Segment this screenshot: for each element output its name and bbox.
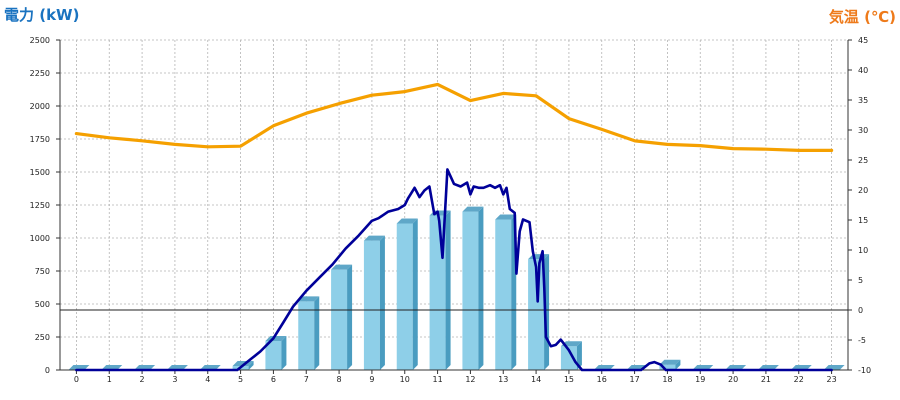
bar (265, 335, 287, 370)
x-tick-label: 13 (498, 375, 508, 384)
bar-front (659, 364, 676, 370)
right-axis-label: 気温 (℃) (829, 8, 896, 26)
x-tick-label: 17 (629, 375, 639, 384)
bar (659, 359, 681, 370)
bar-front (528, 259, 545, 370)
left-axis-label: 電力 (kW) (4, 6, 79, 24)
bar (298, 296, 320, 370)
left-tick-label: 1750 (30, 135, 50, 144)
x-tick-label: 2 (140, 375, 145, 384)
x-tick-label: 14 (531, 375, 541, 384)
left-tick-label: 250 (35, 333, 50, 342)
x-tick-label: 5 (238, 375, 243, 384)
temperature-line (74, 82, 834, 152)
x-tick-label: 6 (271, 375, 276, 384)
bar-top (659, 359, 681, 365)
left-tick-label: 500 (35, 300, 50, 309)
x-tick-label: 23 (826, 375, 836, 384)
x-tick-label: 15 (564, 375, 574, 384)
bar (495, 214, 517, 370)
right-tick-label: 40 (858, 66, 868, 75)
x-tick-label: 1 (107, 375, 112, 384)
bar-side (379, 235, 385, 370)
left-tick-label: 2500 (30, 36, 50, 45)
x-tick-label: 8 (337, 375, 342, 384)
x-tick-label: 9 (369, 375, 374, 384)
right-tick-label: 25 (858, 156, 868, 165)
right-tick-label: 10 (858, 246, 868, 255)
x-tick-label: 3 (172, 375, 177, 384)
right-tick-label: 0 (858, 306, 863, 315)
bar-front (298, 301, 315, 370)
power-bars (68, 206, 845, 370)
bar-side (314, 296, 320, 370)
bar-top (298, 296, 320, 302)
bar (462, 206, 484, 370)
series-lines (74, 82, 834, 372)
x-tick-label: 0 (74, 375, 79, 384)
x-tick-label: 12 (465, 375, 475, 384)
axes (56, 39, 852, 374)
bar-side (478, 206, 484, 370)
x-tick-label: 20 (728, 375, 738, 384)
left-tick-label: 1000 (30, 234, 50, 243)
bar (331, 264, 353, 370)
right-tick-label: 15 (858, 216, 868, 225)
bar-top (396, 218, 418, 224)
right-tick-label: -5 (858, 336, 866, 345)
x-tick-label: 16 (597, 375, 607, 384)
bar-front (495, 219, 512, 370)
bar-side (412, 218, 418, 370)
bar-front (462, 211, 479, 370)
bar-top (363, 235, 385, 241)
right-tick-label: 20 (858, 186, 868, 195)
right-tick-label: 35 (858, 96, 868, 105)
bar-side (576, 341, 582, 370)
x-tick-label: 19 (695, 375, 705, 384)
left-tick-label: 1500 (30, 168, 50, 177)
bar-side (248, 361, 254, 370)
bar-side (281, 335, 287, 370)
bar-front (396, 223, 413, 370)
right-tick-label: 45 (858, 36, 868, 45)
left-tick-label: 2250 (30, 69, 50, 78)
bar-side (675, 359, 681, 370)
bar-top (495, 214, 517, 220)
bar-front (265, 340, 282, 370)
x-tick-label: 18 (662, 375, 672, 384)
x-tick-label: 7 (304, 375, 309, 384)
x-tick-label: 11 (432, 375, 442, 384)
left-tick-label: 0 (45, 366, 50, 375)
power-line (75, 168, 833, 372)
bar-front (331, 269, 348, 370)
bar-side (347, 264, 353, 370)
x-tick-label: 4 (205, 375, 210, 384)
x-tick-label: 22 (794, 375, 804, 384)
left-tick-label: 750 (35, 267, 50, 276)
bar-top (462, 206, 484, 212)
left-tick-label: 1250 (30, 201, 50, 210)
right-tick-label: -10 (858, 366, 871, 375)
left-tick-label: 2000 (30, 102, 50, 111)
bar (363, 235, 385, 370)
x-tick-label: 21 (761, 375, 771, 384)
bar-front (363, 240, 380, 370)
tick-labels: 02505007501000125015001750200022502500-1… (30, 36, 871, 384)
x-tick-label: 10 (400, 375, 410, 384)
gridlines (60, 39, 848, 370)
bar (396, 218, 418, 370)
bar-side (445, 210, 451, 370)
right-tick-label: 5 (858, 276, 863, 285)
bar-front (560, 346, 577, 370)
right-tick-label: 30 (858, 126, 868, 135)
bar-top (331, 264, 353, 270)
